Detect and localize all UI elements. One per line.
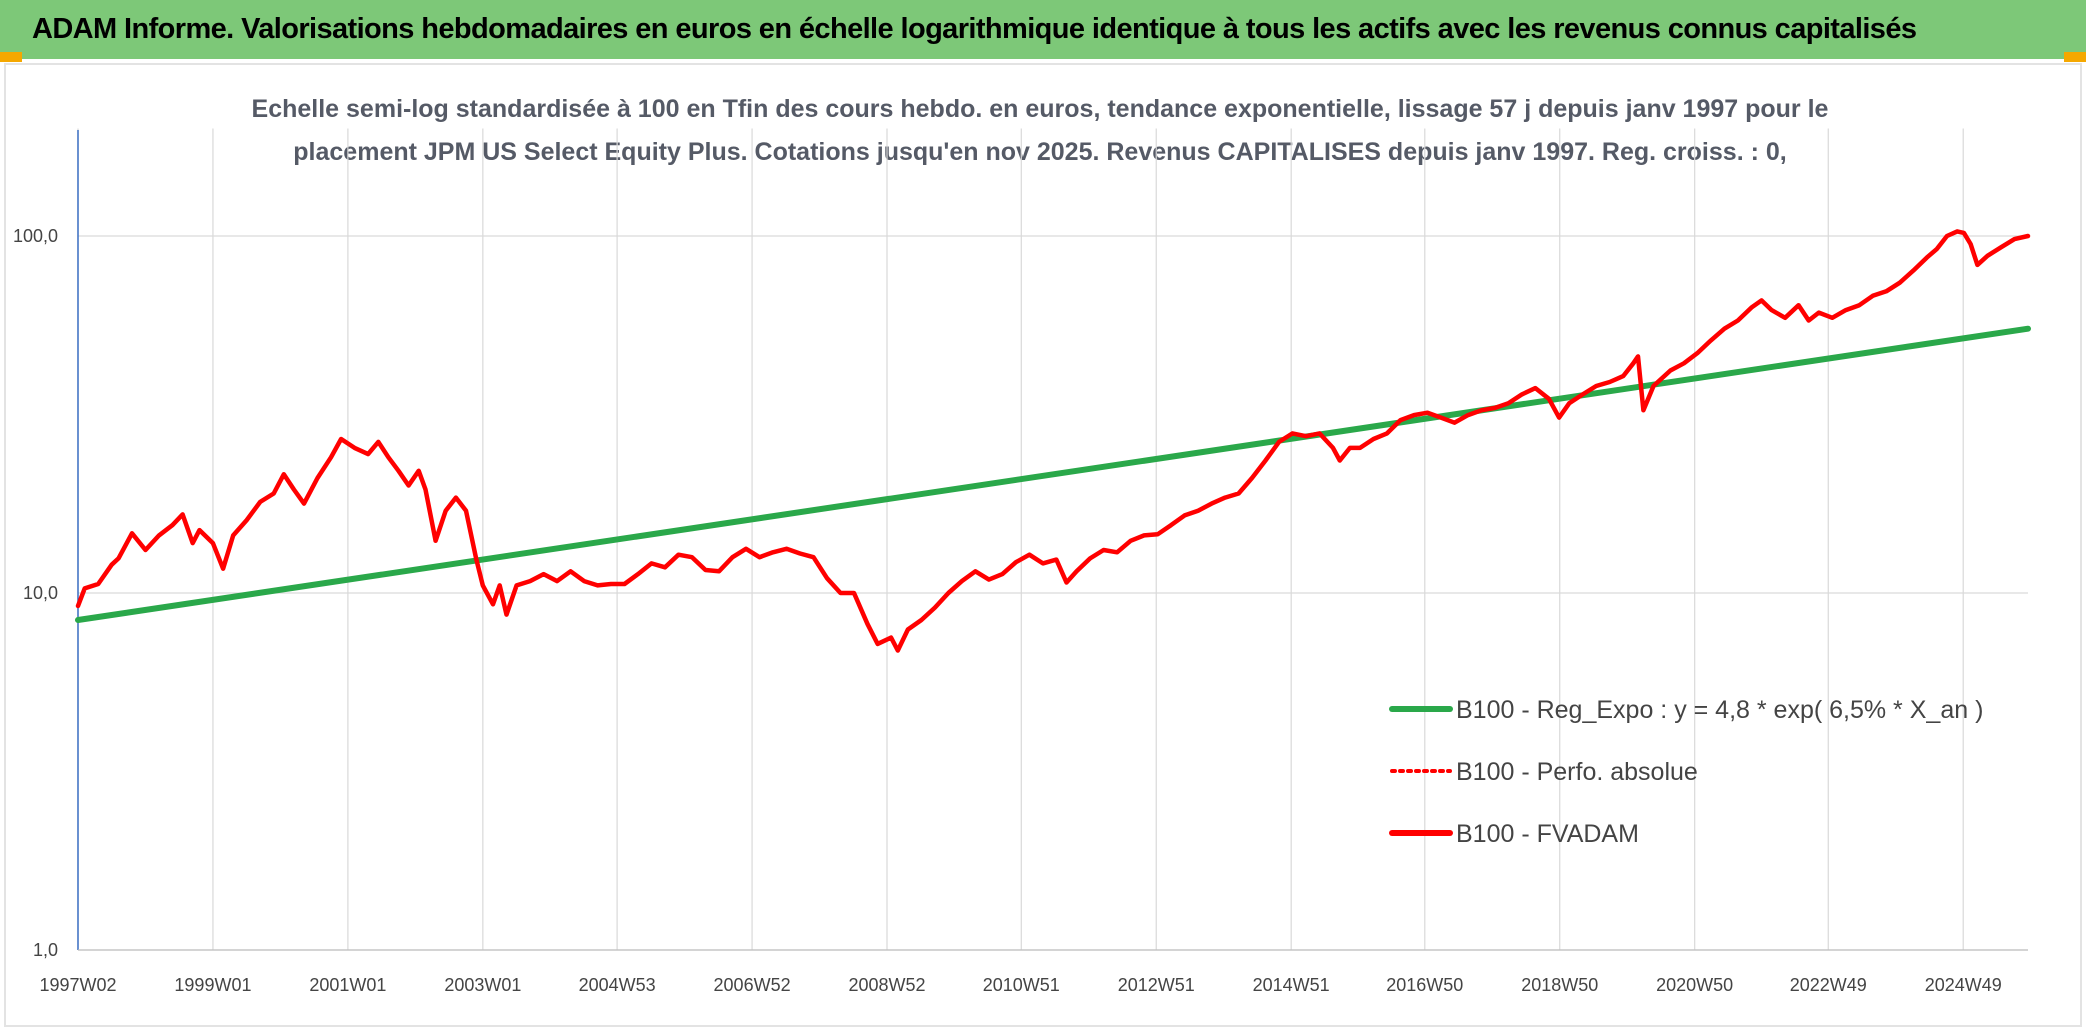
x-tick-label: 2010W51 bbox=[983, 975, 1060, 995]
legend-label-0: B100 - Reg_Expo : y = 4,8 * exp( 6,5% * … bbox=[1456, 696, 1983, 724]
legend-label-1: B100 - Perfo. absolue bbox=[1456, 758, 1698, 786]
x-tick-label: 2018W50 bbox=[1521, 975, 1598, 995]
chart-frame bbox=[4, 63, 2082, 1027]
x-tick-label: 1997W02 bbox=[39, 975, 116, 995]
x-tick-label: 2008W52 bbox=[848, 975, 925, 995]
x-tick-label: 2003W01 bbox=[444, 975, 521, 995]
corner-marker-right bbox=[2064, 52, 2086, 62]
x-tick-label: 2012W51 bbox=[1118, 975, 1195, 995]
x-tick-label: 2006W52 bbox=[714, 975, 791, 995]
x-tick-label: 2016W50 bbox=[1386, 975, 1463, 995]
x-tick-label: 2014W51 bbox=[1253, 975, 1330, 995]
chart-subtitle-line: Echelle semi-log standardisée à 100 en T… bbox=[252, 95, 1829, 123]
series-line-2 bbox=[75, 229, 2031, 653]
legend-label-2: B100 - FVADAM bbox=[1456, 820, 1639, 848]
x-tick-label: 2004W53 bbox=[579, 975, 656, 995]
x-tick-label: 2024W49 bbox=[1925, 975, 2002, 995]
x-tick-label: 2022W49 bbox=[1790, 975, 1867, 995]
y-tick-label: 100,0 bbox=[13, 226, 58, 246]
corner-marker-left bbox=[0, 52, 22, 62]
report-title: ADAM Informe. Valorisations hebdomadaire… bbox=[32, 13, 1917, 45]
y-tick-label: 1,0 bbox=[33, 940, 58, 960]
x-tick-label: 2020W50 bbox=[1656, 975, 1733, 995]
report-header-banner: ADAM Informe. Valorisations hebdomadaire… bbox=[0, 0, 2086, 59]
x-tick-label: 1999W01 bbox=[174, 975, 251, 995]
series-line-0 bbox=[75, 325, 2031, 623]
chart-subtitle-line: placement JPM US Select Equity Plus. Cot… bbox=[293, 138, 1786, 166]
y-tick-label: 10,0 bbox=[23, 583, 58, 603]
x-tick-label: 2001W01 bbox=[309, 975, 386, 995]
